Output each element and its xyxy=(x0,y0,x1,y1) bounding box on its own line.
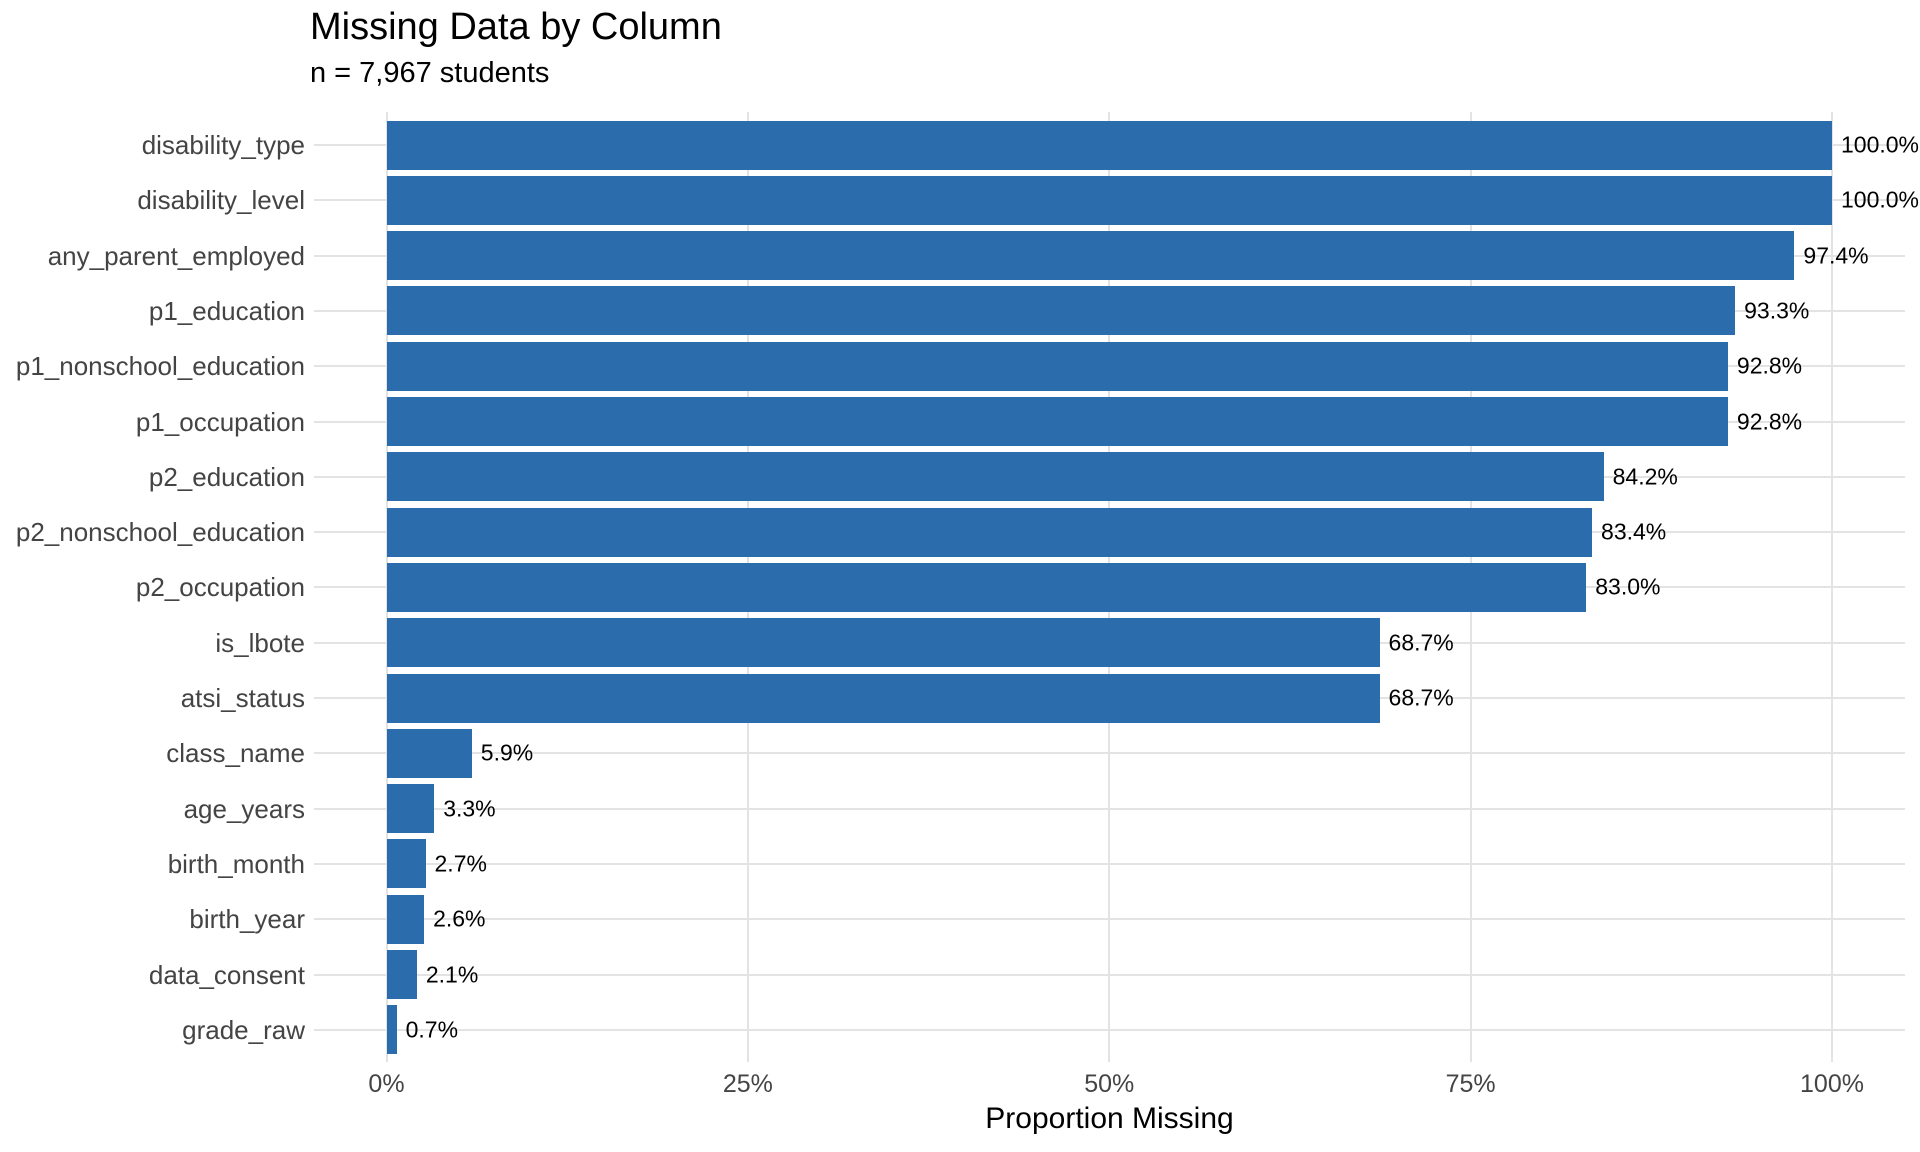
bar-value-label: 2.7% xyxy=(434,850,487,877)
h-gridline xyxy=(314,918,1905,921)
bar xyxy=(386,562,1587,612)
bar xyxy=(386,452,1604,502)
h-gridline xyxy=(314,1028,1905,1031)
y-axis-label: p1_occupation xyxy=(135,406,305,437)
bar-value-label: 92.8% xyxy=(1736,408,1803,434)
x-axis-tick-label: 50% xyxy=(1084,1070,1135,1098)
x-axis-title: Proportion Missing xyxy=(985,1102,1234,1135)
bar-value-label: 3.3% xyxy=(443,795,496,822)
y-axis-label: p2_occupation xyxy=(135,572,305,603)
bar xyxy=(386,507,1593,557)
bar-value-label: 83.0% xyxy=(1595,573,1661,600)
y-axis-label: birth_year xyxy=(189,904,305,935)
bar xyxy=(386,397,1728,446)
bar xyxy=(386,618,1380,668)
bar-value-label: 5.9% xyxy=(480,739,534,766)
bar xyxy=(386,784,435,834)
h-gridline xyxy=(314,973,1905,976)
bar xyxy=(386,120,1832,170)
bar xyxy=(386,286,1736,336)
bar-value-label: 93.3% xyxy=(1744,297,1810,324)
y-axis-label: birth_month xyxy=(167,848,305,879)
bar xyxy=(386,175,1832,225)
bar-value-label: 100.0% xyxy=(1841,131,1920,158)
bar xyxy=(386,894,425,944)
bar-value-label: 83.4% xyxy=(1601,518,1667,545)
bar xyxy=(386,341,1728,391)
x-axis-tick-label: 100% xyxy=(1800,1070,1864,1098)
x-axis-tick-label: 0% xyxy=(368,1070,405,1098)
y-axis-label: p1_nonschool_education xyxy=(15,351,305,382)
x-axis-tick-label: 25% xyxy=(722,1070,773,1098)
h-gridline xyxy=(314,752,1905,755)
y-axis-label: class_name xyxy=(166,738,305,769)
chart-subtitle: n = 7,967 students xyxy=(310,57,550,89)
y-axis-label: p2_education xyxy=(148,461,305,492)
y-axis-label: disability_level xyxy=(137,185,305,216)
bar-value-label: 0.7% xyxy=(405,1016,459,1043)
y-axis-label: data_consent xyxy=(148,959,305,990)
bar xyxy=(386,728,472,778)
bar-value-label: 2.1% xyxy=(425,961,479,987)
bar-value-label: 92.8% xyxy=(1736,352,1803,379)
bar xyxy=(386,950,417,999)
h-gridline xyxy=(314,862,1905,865)
y-axis-label: age_years xyxy=(183,793,305,824)
y-axis-label: disability_type xyxy=(141,130,305,160)
h-gridline xyxy=(314,807,1905,810)
bar-value-label: 68.7% xyxy=(1388,629,1454,656)
y-axis-label: grade_raw xyxy=(182,1014,305,1045)
bar-value-label: 84.2% xyxy=(1612,463,1678,490)
bar xyxy=(386,839,426,889)
y-axis-label: atsi_status xyxy=(180,683,305,713)
y-axis-label: any_parent_employed xyxy=(47,240,305,271)
y-axis-label: p1_education xyxy=(148,295,305,326)
bar-value-label: 68.7% xyxy=(1388,684,1454,711)
bar-value-label: 2.6% xyxy=(433,905,486,932)
y-axis-label: p2_nonschool_education xyxy=(15,517,305,548)
bar xyxy=(386,1005,397,1055)
bar-value-label: 100.0% xyxy=(1841,186,1920,213)
bar-value-label: 97.4% xyxy=(1803,242,1869,269)
bar xyxy=(386,231,1795,281)
y-axis-label: is_lbote xyxy=(215,627,305,658)
x-axis-tick-label: 75% xyxy=(1445,1070,1496,1098)
bar xyxy=(386,673,1380,723)
chart-title: Missing Data by Column xyxy=(310,6,722,48)
